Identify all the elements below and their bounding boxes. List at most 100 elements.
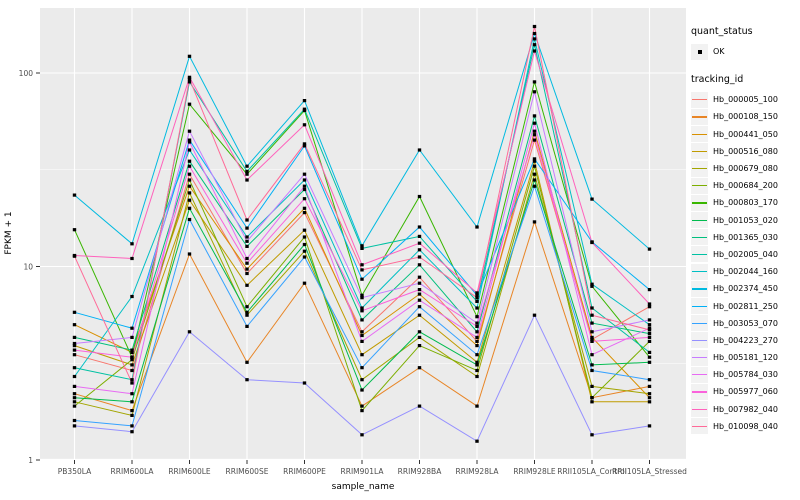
data-point (590, 396, 594, 400)
line-key-icon (691, 383, 708, 400)
data-point (130, 355, 134, 359)
data-point (187, 148, 192, 152)
data-point (647, 326, 652, 330)
data-point (417, 248, 422, 252)
data-point (130, 413, 134, 417)
data-point (187, 217, 192, 222)
data-point (302, 255, 307, 259)
legend-item-label: Hb_007982_040 (713, 404, 778, 414)
data-point (72, 374, 77, 379)
data-point (647, 328, 652, 332)
data-point (475, 360, 479, 364)
data-point (417, 281, 422, 285)
data-point (647, 288, 652, 292)
x-tick-label: RRII105LA_Stressed (612, 467, 687, 476)
data-point (475, 299, 479, 303)
data-point (590, 339, 594, 343)
legend-item-label: Hb_000679_080 (713, 164, 778, 174)
legend-item-tracking: Hb_000441_050 (691, 126, 799, 143)
data-point (360, 263, 364, 267)
data-point (590, 363, 594, 367)
data-point (245, 172, 249, 176)
data-point (475, 296, 479, 300)
legend-item-tracking: Hb_003053_070 (691, 315, 799, 332)
data-point (360, 388, 364, 392)
data-point (475, 339, 479, 343)
line-key-icon (691, 160, 708, 177)
legend-item-tracking: Hb_005977_060 (691, 383, 799, 400)
data-point (647, 350, 652, 354)
data-point (72, 418, 77, 423)
data-point (302, 381, 307, 385)
data-point (130, 400, 134, 404)
data-point (245, 178, 249, 182)
legend-item-label: Hb_001365_030 (713, 232, 778, 242)
x-tick-label: RRIM901LA (341, 467, 385, 476)
data-point (417, 255, 422, 259)
data-point (302, 99, 307, 103)
line-key-icon (691, 418, 708, 435)
data-point (245, 360, 249, 364)
data-point (360, 409, 364, 413)
data-point (302, 172, 307, 176)
legend-item-tracking: Hb_007982_040 (691, 401, 799, 418)
data-point (475, 324, 479, 328)
data-point (475, 344, 479, 348)
legend-item-label: Hb_005784_030 (713, 370, 778, 380)
data-point (532, 114, 537, 118)
data-point (187, 178, 192, 182)
data-point (187, 80, 192, 84)
data-point (417, 335, 422, 339)
data-point (72, 400, 77, 404)
data-point (360, 306, 364, 310)
data-point (360, 353, 364, 357)
data-point (532, 49, 537, 53)
data-point (590, 384, 594, 388)
data-point (130, 326, 134, 330)
data-point (302, 178, 307, 182)
legend-item-tracking: Hb_004223_270 (691, 332, 799, 349)
data-point (590, 330, 594, 334)
data-point (245, 256, 249, 261)
data-point (130, 256, 134, 261)
data-point (475, 353, 479, 357)
data-point (590, 433, 594, 437)
y-tick-label: 10 (23, 263, 33, 272)
data-point (245, 305, 249, 309)
legend-item-tracking: Hb_000108_150 (691, 108, 799, 125)
data-point (647, 332, 652, 336)
legend-item-label: Hb_004223_270 (713, 335, 778, 345)
data-point (302, 144, 307, 148)
data-point (245, 313, 249, 317)
data-point (187, 77, 192, 81)
data-point (72, 404, 77, 408)
data-point (532, 172, 537, 176)
data-point (187, 138, 192, 142)
data-point (475, 368, 479, 373)
data-point (360, 268, 364, 272)
data-point (360, 330, 364, 334)
data-point (475, 335, 479, 339)
data-point (245, 169, 249, 173)
data-point (647, 323, 652, 327)
line-key-icon (691, 108, 708, 125)
legend-item-label: Hb_000516_080 (713, 146, 778, 156)
x-axis-title: sample_name (331, 482, 395, 492)
data-point (417, 330, 422, 334)
data-point (187, 129, 192, 133)
line-key-icon (691, 246, 708, 263)
data-point (245, 283, 249, 287)
legend-item-tracking: Hb_001053_020 (691, 212, 799, 229)
legend-item-label: Hb_003053_070 (713, 318, 778, 328)
legend-item-label: Hb_005181_120 (713, 353, 778, 363)
data-point (72, 193, 77, 197)
data-point (417, 241, 422, 245)
data-point (187, 172, 192, 176)
x-tick-label: RRIM928BA (398, 467, 443, 476)
line-key-icon (691, 280, 708, 297)
data-point (360, 333, 364, 338)
data-point (72, 310, 77, 314)
data-point (302, 235, 307, 239)
data-point (302, 206, 307, 210)
data-point (532, 37, 537, 41)
